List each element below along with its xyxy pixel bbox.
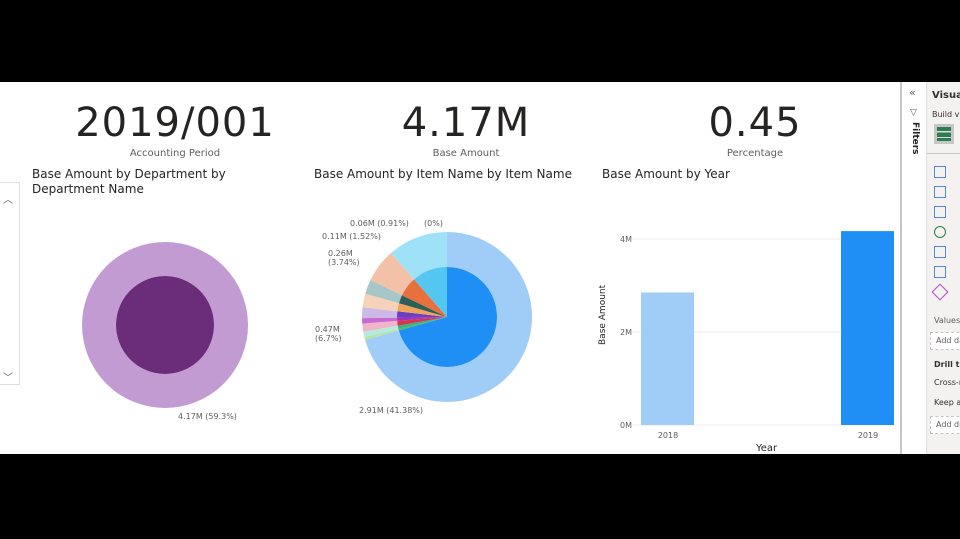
visualizations-title: Visualizations bbox=[932, 90, 960, 101]
card-accounting-period-caption: Accounting Period bbox=[129, 148, 221, 159]
item-inner-slice[interactable] bbox=[398, 267, 497, 367]
bar-2018[interactable] bbox=[641, 292, 694, 425]
collapse-icon[interactable]: « bbox=[909, 86, 916, 99]
card-percentage-caption: Percentage bbox=[726, 148, 784, 159]
y-tick-label: 0M bbox=[620, 421, 632, 430]
values-well[interactable]: Add data fields here bbox=[930, 332, 960, 350]
department-inner-slice[interactable] bbox=[116, 276, 214, 374]
drill-through-label: Drill through bbox=[934, 360, 960, 369]
item-inner-slice[interactable] bbox=[401, 279, 447, 317]
donut2-label-1: 0.47M (6.7%) bbox=[315, 325, 342, 343]
decomposition-tree-icon[interactable] bbox=[934, 266, 946, 278]
donut2-label-0: 2.91M (41.38%) bbox=[359, 406, 424, 415]
visualizations-pane: Visualizations Build visual Values Add d… bbox=[926, 82, 960, 454]
scroll-down-icon[interactable]: ﹀ bbox=[3, 373, 13, 384]
card-percentage-value: 0.45 bbox=[708, 100, 802, 146]
year-bar-chart[interactable]: 0M 2M 4M 2018 2019 bbox=[620, 231, 895, 440]
ribbon-chart-icon[interactable] bbox=[934, 206, 946, 218]
y-tick-label: 4M bbox=[620, 235, 632, 244]
divider bbox=[927, 153, 960, 154]
drill-through-well[interactable]: Add drill-through fields here bbox=[930, 416, 960, 434]
line-chart-icon[interactable] bbox=[934, 186, 946, 198]
department-donut[interactable] bbox=[82, 242, 248, 408]
donut2-label-5: (0%) bbox=[424, 219, 443, 228]
y-tick-label: 2M bbox=[620, 328, 632, 337]
filters-label[interactable]: Filters bbox=[910, 122, 920, 155]
item-inner-slice[interactable] bbox=[414, 267, 447, 317]
bar-xlabel: Year bbox=[756, 443, 778, 454]
slicer-icon[interactable] bbox=[934, 246, 946, 258]
charts-svg: 0M 2M 4M 2018 2019 bbox=[82, 231, 895, 440]
x-tick-label: 2018 bbox=[658, 431, 678, 440]
item-donut[interactable] bbox=[362, 232, 532, 402]
item-outer-slice[interactable] bbox=[365, 232, 532, 402]
power-apps-icon[interactable] bbox=[931, 283, 949, 301]
keep-all-filters-toggle[interactable]: Keep all filters bbox=[934, 398, 960, 407]
stacked-bar-icon[interactable] bbox=[934, 166, 946, 178]
item-inner-slice[interactable] bbox=[397, 317, 447, 329]
item-outer-slice[interactable] bbox=[364, 328, 399, 340]
filter-icon: ▽ bbox=[910, 108, 917, 118]
donut2-label-3: 0.11M (1.52%) bbox=[322, 232, 381, 241]
item-inner-slice[interactable] bbox=[397, 317, 447, 321]
table-visual-icon[interactable] bbox=[934, 124, 954, 144]
item-outer-slice[interactable] bbox=[365, 279, 402, 304]
card-base-amount-caption: Base Amount bbox=[432, 148, 500, 159]
page-scrollbar[interactable]: ︿ ﹀ bbox=[0, 182, 20, 385]
item-outer-slice[interactable] bbox=[362, 317, 398, 324]
item-inner-slice[interactable] bbox=[398, 317, 447, 331]
chart3-title: Base Amount by Year bbox=[602, 167, 730, 181]
department-outer-slice[interactable] bbox=[82, 242, 248, 408]
chart1-title: Base Amount by Department by Department … bbox=[32, 167, 226, 196]
item-outer-slice[interactable] bbox=[363, 325, 399, 338]
cross-report-toggle[interactable]: Cross-report bbox=[934, 378, 960, 387]
donut2-label-2: 0.26M (3.74%) bbox=[328, 249, 360, 267]
build-visual-tab[interactable]: Build visual bbox=[932, 110, 960, 119]
item-inner-slice[interactable] bbox=[397, 311, 447, 318]
item-outer-slice[interactable] bbox=[362, 293, 399, 312]
item-outer-slice[interactable] bbox=[362, 307, 398, 319]
map-icon[interactable] bbox=[934, 226, 946, 238]
filters-pane-collapsed[interactable]: « ▽ Filters bbox=[900, 82, 926, 454]
bar-2019[interactable] bbox=[841, 231, 894, 425]
values-label: Values bbox=[934, 316, 960, 325]
item-outer-slice[interactable] bbox=[362, 320, 398, 332]
donut2-label-4: 0.06M (0.91%) bbox=[350, 219, 409, 228]
item-inner-slice[interactable] bbox=[397, 317, 447, 326]
item-outer-slice[interactable] bbox=[391, 232, 447, 280]
scroll-up-icon[interactable]: ︿ bbox=[3, 195, 13, 206]
item-outer-slice[interactable] bbox=[370, 253, 415, 296]
report-canvas: ︿ ﹀ 2019/001 Accounting Period 4.17M Bas… bbox=[0, 82, 960, 454]
bar-ylabel: Base Amount bbox=[598, 284, 608, 345]
card-base-amount-value: 4.17M bbox=[401, 100, 531, 146]
x-tick-label: 2019 bbox=[858, 431, 878, 440]
item-inner-slice[interactable] bbox=[398, 295, 447, 317]
donut1-label: 4.17M (59.3%) bbox=[178, 412, 237, 421]
card-accounting-period-value: 2019/001 bbox=[75, 100, 275, 146]
chart2-title: Base Amount by Item Name by Item Name bbox=[314, 167, 572, 181]
item-inner-slice[interactable] bbox=[397, 303, 447, 317]
